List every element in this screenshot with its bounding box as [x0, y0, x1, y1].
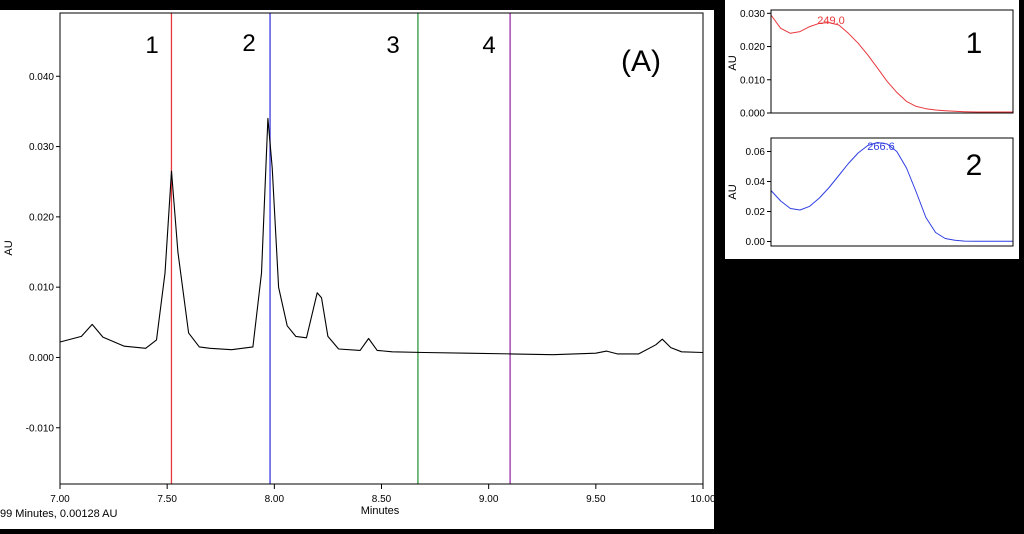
spectra-panel: 0.000 0.010 0.020 0.030 AU 249.0 1 0.00 0.02… — [725, 0, 1019, 259]
main-x-tick-label: 7.00 — [50, 494, 70, 505]
main-series-line — [59, 117, 704, 356]
cursor-status-text: 99 Minutes, 0.00128 AU — [0, 508, 117, 520]
spectrum-1-series-line — [770, 14, 1013, 113]
main-y-tick-label: 0.000 — [29, 353, 54, 364]
spectrum-2-y-tick-label: 0.02 — [746, 207, 766, 218]
y-axis-title: AU — [3, 240, 15, 255]
plot-frame — [59, 12, 704, 485]
spectrum-2-frame — [770, 137, 1014, 247]
spectrum-2-panel-label: 2 — [966, 149, 983, 182]
spectrum-2-y-title: AU — [727, 184, 739, 199]
spectrum-2-y-tick-label: 0.06 — [746, 147, 766, 158]
spectrum-1-y-tick-label: 0.010 — [740, 75, 765, 86]
main-x-tick-label: 8.00 — [265, 494, 285, 505]
main-y-tick-label: 0.040 — [29, 72, 54, 83]
spectrum-1-frame — [770, 9, 1014, 114]
spectrum-1-panel-label: 1 — [966, 27, 983, 60]
spectrum-1-y-tick-label: 0.020 — [740, 42, 765, 53]
spectrum-1-y-tick-label: 0.030 — [740, 9, 765, 20]
chromatogram-panel: -0.010 0.000 0.010 0.020 0.030 0.040 7.00 7.50 8… — [0, 10, 716, 529]
main-y-tick-label: 0.020 — [29, 212, 54, 223]
main-x-tick-label: 7.50 — [157, 494, 177, 505]
spectrum-2-y-tick-label: 0.00 — [746, 237, 766, 248]
main-x-tick-label: 9.50 — [586, 494, 606, 505]
chromatogram-chart: -0.010 0.000 0.010 0.020 0.030 0.040 7.00 7.50 8… — [0, 12, 716, 520]
marker-label-3: 3 — [386, 32, 399, 59]
main-x-tick-label: 8.50 — [372, 494, 392, 505]
main-y-tick-label: 0.010 — [29, 283, 54, 294]
marker-label-4: 4 — [482, 32, 495, 59]
main-x-tick-label: 9.00 — [479, 494, 499, 505]
spectrum-2-peak-label: 266.6 — [867, 141, 895, 153]
spectrum-1-y-title: AU — [727, 55, 739, 70]
main-y-tick-label: 0.030 — [29, 142, 54, 153]
marker-label-1: 1 — [145, 32, 158, 59]
x-axis-title: Minutes — [361, 505, 400, 517]
main-x-tick-label: 10.00 — [690, 494, 714, 505]
spectrum-1-y-tick-label: 0.000 — [740, 109, 765, 120]
marker-label-2: 2 — [242, 30, 255, 57]
main-y-tick-label: -0.010 — [26, 423, 55, 434]
panel-label-a: (A) — [621, 45, 661, 78]
spectrum-1-peak-label: 249.0 — [817, 15, 845, 27]
spectrum-2-series-line — [770, 142, 1013, 242]
spectra-charts: 0.000 0.010 0.020 0.030 AU 249.0 1 0.00 0.02… — [727, 9, 1014, 248]
spectrum-2-y-tick-label: 0.04 — [746, 177, 766, 188]
